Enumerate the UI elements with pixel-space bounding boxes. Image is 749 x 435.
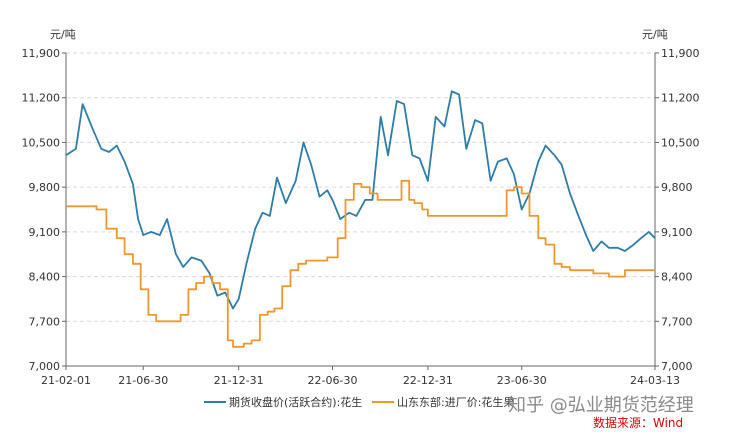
y-tick-label-left: 8,400 [29,271,61,284]
y-tick-label-left: 9,800 [29,181,61,194]
x-tick-label: 21-02-01 [41,374,91,387]
series-line-spot [66,179,655,348]
left-unit-label: 元/吨 [50,28,76,41]
legend: 期货收盘价(活跃合约):花生 山东东部:进厂价:花生果 [204,395,514,409]
y-tick-label-right: 9,100 [661,226,693,239]
legend-label-futures: 期货收盘价(活跃合约):花生 [229,395,362,409]
x-tick-label: 24-03-13 [630,374,680,387]
y-tick-label-right: 9,800 [661,181,693,194]
y-tick-label-left: 9,100 [29,226,61,239]
gridlines [66,52,655,322]
y-tick-label-left: 11,900 [22,47,61,60]
right-y-axis: 7,000 7,700 8,400 9,100 9,800 10,500 11,200 11,… [655,47,700,373]
legend-label-spot: 山东东部:进厂价:花生果 [397,395,514,409]
series-line-futures [65,90,656,310]
x-tick-label: 21-06-30 [118,374,168,387]
y-tick-label-right: 11,200 [661,92,700,105]
x-tick-label: 22-12-31 [403,374,453,387]
left-y-axis: 7,000 7,700 8,400 9,100 9,800 10,500 11,200 11,… [22,47,66,373]
right-unit-label: 元/吨 [642,28,668,41]
source-note: 数据来源：Wind [593,415,683,430]
y-tick-label-left: 7,000 [29,360,61,373]
y-tick-label-right: 7,000 [661,360,693,373]
y-tick-label-left: 7,700 [29,315,61,328]
y-tick-label-right: 7,700 [661,315,693,328]
y-tick-label-right: 8,400 [661,271,693,284]
series-lines [65,90,656,348]
y-tick-label-left: 11,200 [22,92,61,105]
y-tick-label-right: 11,900 [661,47,700,60]
x-tick-label: 21-12-31 [214,374,264,387]
watermark: 知乎 @弘业期货范经理 [508,395,694,416]
y-tick-label-left: 10,500 [22,136,61,149]
x-axis: 21-02-01 21-06-30 21-12-31 22-06-30 22-12-31… [41,366,680,387]
x-tick-label: 22-06-30 [308,374,358,387]
x-tick-label: 23-06-30 [497,374,547,387]
y-tick-label-right: 10,500 [661,136,700,149]
